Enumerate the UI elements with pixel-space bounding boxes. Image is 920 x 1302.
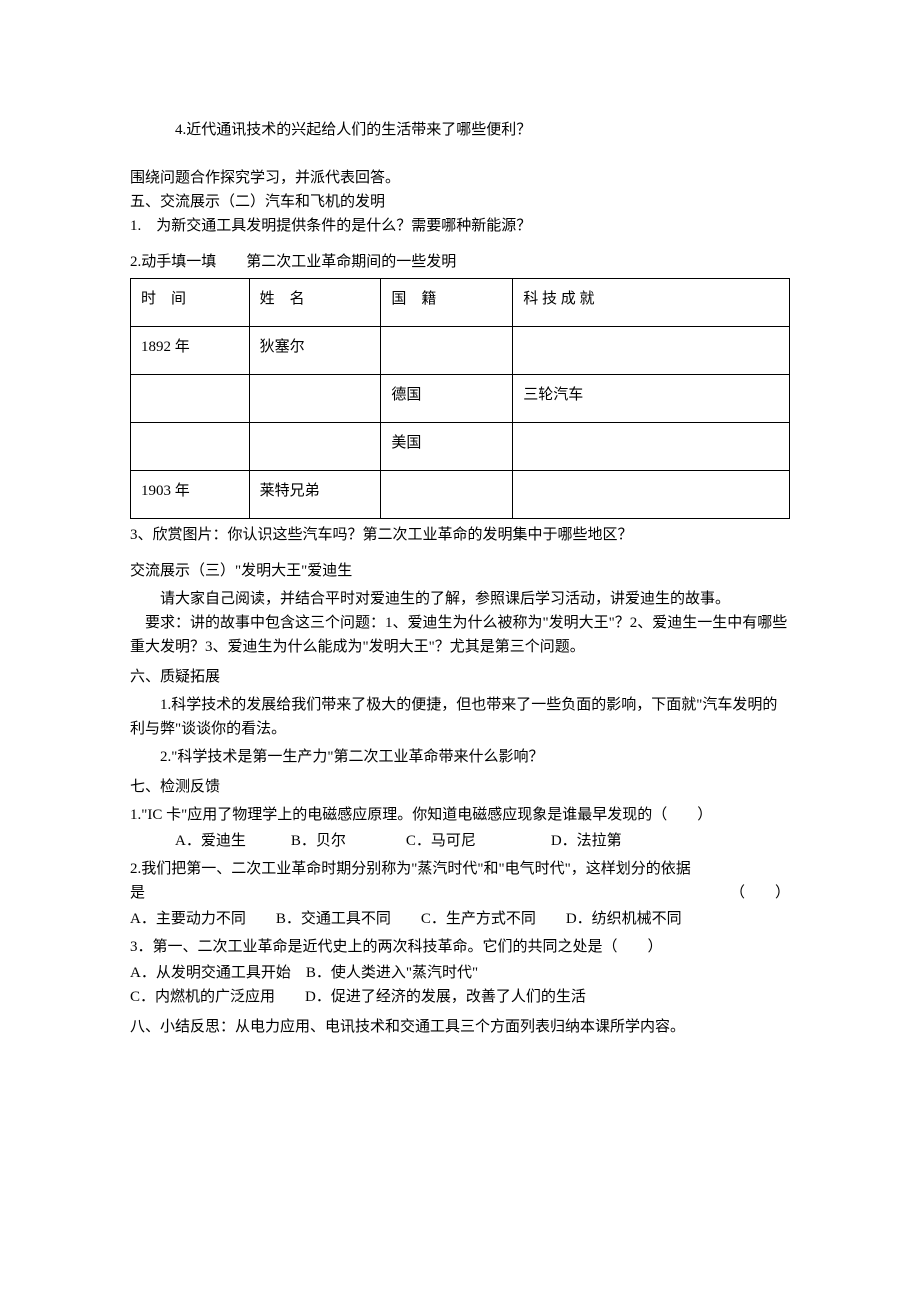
- section-6-p1: 1.科学技术的发展给我们带来了极大的便捷，但也带来了一些负面的影响，下面就"汽车…: [130, 693, 790, 741]
- cell: [131, 423, 250, 471]
- discussion-line: 围绕问题合作探究学习，并派代表回答。: [130, 166, 790, 190]
- quiz-2-stem-line1: 2.我们把第一、二次工业革命时期分别称为"蒸汽时代"和"电气时代"，这样划分的依…: [130, 857, 790, 881]
- quiz-2-paren: （ ）: [730, 881, 790, 905]
- cell: 狄塞尔: [249, 327, 381, 375]
- section-5b-header: 交流展示（三）"发明大王"爱迪生: [130, 559, 790, 583]
- cell: 1903 年: [131, 471, 250, 519]
- cell: 三轮汽车: [513, 375, 790, 423]
- section-5b-p1: 请大家自己阅读，并结合平时对爱迪生的了解，参照课后学习活动，讲爱迪生的故事。: [130, 587, 790, 611]
- section-7-header: 七、检测反馈: [130, 775, 790, 799]
- cell: [381, 327, 513, 375]
- cell: 莱特兄弟: [249, 471, 381, 519]
- quiz-3-stem: 3．第一、二次工业革命是近代史上的两次科技革命。它们的共同之处是（ ）: [130, 935, 790, 959]
- quiz-2-options: A．主要动力不同 B．交通工具不同 C．生产方式不同 D．纺织机械不同: [130, 907, 790, 931]
- section-8: 八、小结反思：从电力应用、电讯技术和交通工具三个方面列表归纳本课所学内容。: [130, 1015, 790, 1039]
- header-country: 国 籍: [381, 279, 513, 327]
- cell: [131, 375, 250, 423]
- cell: [513, 423, 790, 471]
- cell: [249, 375, 381, 423]
- table-row: 1903 年 莱特兄弟: [131, 471, 790, 519]
- section-5-header: 五、交流展示（二）汽车和飞机的发明: [130, 190, 790, 214]
- cell: 德国: [381, 375, 513, 423]
- section-6-p2: 2."科学技术是第一生产力"第二次工业革命带来什么影响？: [130, 745, 790, 769]
- section-6-header: 六、质疑拓展: [130, 665, 790, 689]
- header-time: 时 间: [131, 279, 250, 327]
- inventions-table: 时 间 姓 名 国 籍 科 技 成 就 1892 年 狄塞尔 德国 三轮汽车 美…: [130, 278, 790, 519]
- quiz-3-options-line2: C．内燃机的广泛应用 D．促进了经济的发展，改善了人们的生活: [130, 985, 790, 1009]
- header-achievement: 科 技 成 就: [513, 279, 790, 327]
- cell: [513, 471, 790, 519]
- section-5-q1: 1. 为新交通工具发明提供条件的是什么？需要哪种新能源？: [130, 214, 790, 238]
- cell: 1892 年: [131, 327, 250, 375]
- quiz-2-left: 是: [130, 885, 145, 901]
- quiz-1-options: A．爱迪生 B．贝尔 C．马可尼 D．法拉第: [130, 829, 790, 853]
- table-row-header: 时 间 姓 名 国 籍 科 技 成 就: [131, 279, 790, 327]
- quiz-1-stem: 1."IC 卡"应用了物理学上的电磁感应原理。你知道电磁感应现象是谁最早发现的（…: [130, 803, 790, 827]
- section-5-q2-prefix: 2.动手填一填 第二次工业革命期间的一些发明: [130, 250, 790, 274]
- quiz-2-stem-line2: 是 （ ）: [130, 881, 790, 905]
- cell: [513, 327, 790, 375]
- section-5b-p2: 要求：讲的故事中包含这三个问题：1、爱迪生为什么被称为"发明大王"？2、爱迪生一…: [130, 611, 790, 659]
- cell: [249, 423, 381, 471]
- header-name: 姓 名: [249, 279, 381, 327]
- table-row: 美国: [131, 423, 790, 471]
- quiz-3-options-line1: A．从发明交通工具开始 B．使人类进入"蒸汽时代": [130, 961, 790, 985]
- table-row: 德国 三轮汽车: [131, 375, 790, 423]
- section-5-q3: 3、欣赏图片：你认识这些汽车吗？第二次工业革命的发明集中于哪些地区？: [130, 523, 790, 547]
- cell: 美国: [381, 423, 513, 471]
- question-4: 4.近代通讯技术的兴起给人们的生活带来了哪些便利？: [130, 118, 790, 142]
- table-row: 1892 年 狄塞尔: [131, 327, 790, 375]
- cell: [381, 471, 513, 519]
